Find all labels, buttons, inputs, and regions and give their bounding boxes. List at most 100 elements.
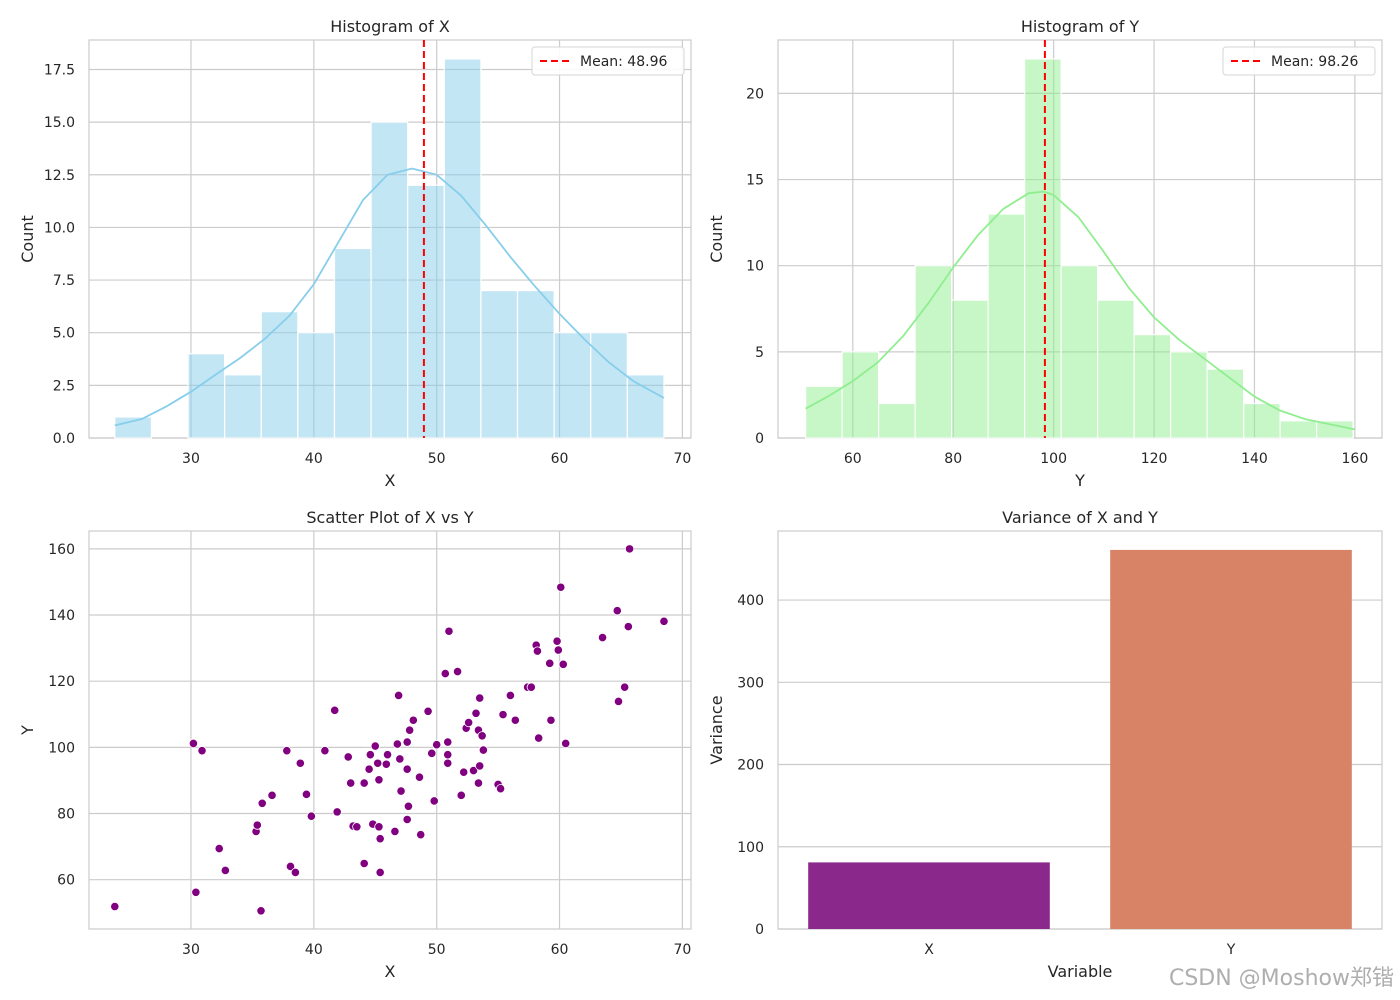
scatter-point [197,746,207,756]
x-tick-label: Y [1226,942,1236,958]
x-axis-label: Y [1074,471,1085,490]
variance-bar [1110,549,1352,929]
histogram-bar [1097,299,1135,439]
scatter-point [473,778,484,788]
y-axis-label: Variance [707,695,726,764]
histogram-x-panel: 30 40 50 60 70 0.0 2.5 5.0 7.5 10.0 12.5 15.0 17.5 H… [18,17,692,490]
histogram-bar [1206,368,1245,439]
x-tick-label: 120 [1141,451,1168,467]
watermark: CSDN @Moshow郑锴 [1168,966,1394,991]
histogram-bar [1060,265,1099,439]
scatter-point [558,659,568,669]
scatter-point [365,750,375,760]
histogram-bar [914,265,953,439]
scatter-point [364,764,374,774]
scatter-point [390,826,400,837]
tick-labels: 0 100 200 300 400 X Y [737,593,1235,958]
scatter-point [452,667,463,677]
y-tick-label: 2.5 [53,378,75,394]
scatter-point [468,765,479,776]
y-tick-label: 10.0 [44,220,75,236]
histogram-bar [987,213,1026,439]
scatter-point [510,715,520,725]
x-tick-label: 70 [673,942,691,958]
scatter-point [526,682,536,692]
scatter-point [440,668,450,679]
y-tick-label: 17.5 [44,62,75,78]
histogram-bar [260,311,299,439]
scatter-point [464,717,474,728]
scatter-point [545,658,555,668]
scatter-point [395,754,405,764]
scatter-point [456,790,466,800]
y-tick-label: 140 [48,608,75,624]
kde-curve [805,190,1356,431]
histogram-bar [951,299,989,439]
scatter-point [443,758,453,768]
histogram-bar [224,374,262,439]
tick-labels: 60 80 100 120 140 160 0 5 10 15 20 [746,86,1368,467]
x-axis-label: X [385,471,396,490]
scatter-point [444,626,454,636]
scatter-point [427,748,437,758]
y-tick-label: 0 [755,431,764,447]
scatter-point [373,758,383,768]
scatter-point [285,861,296,872]
scatter-point [432,740,442,750]
scatter-point [471,708,481,718]
scatter-point [495,784,506,794]
scatter-point [405,725,415,735]
scatter-point [370,741,380,751]
scatter-point [612,606,622,616]
x-tick-label: 100 [1040,451,1067,467]
y-tick-label: 15 [746,173,764,189]
scatter-point [306,811,316,821]
x-axis-label: X [385,962,396,981]
legend: Mean: 48.96 [531,46,685,76]
y-tick-label: 15.0 [44,115,75,131]
scatter-point [475,693,485,703]
x-tick-label: 80 [944,451,962,467]
histogram-bar [443,58,482,439]
variance-bars [808,549,1352,929]
plot-area [88,530,692,930]
y-tick-label: 0.0 [53,431,75,447]
x-tick-label: 70 [673,451,691,467]
chart-title: Variance of X and Y [1002,508,1158,527]
scatter-point [382,750,393,760]
histogram-bar [1243,402,1281,439]
scatter-point [623,622,633,632]
scatter-point [214,844,224,854]
scatter-point [561,738,571,748]
histogram-bar [590,332,628,439]
scatter-point [346,778,356,788]
legend-box [1222,46,1376,76]
histogram-bar [553,332,592,439]
scatter-point [546,715,556,725]
scatter-point [498,710,508,720]
scatter-point [301,789,312,799]
scatter-point [556,582,566,592]
scatter-point [375,834,385,844]
scatter-point [352,822,362,832]
legend-mean-label: Mean: 98.26 [1271,54,1358,70]
scatter-point [459,767,469,777]
y-tick-label: 100 [737,840,764,856]
overlay [805,40,1356,438]
y-tick-label: 80 [57,807,75,823]
scatter-point [416,830,426,840]
scatter-point [110,901,120,912]
scatter-points [110,544,669,916]
chart-title: Scatter Plot of X vs Y [306,508,474,527]
y-tick-label: 200 [737,758,764,774]
y-tick-label: 5 [755,345,764,361]
scatter-point [402,737,412,747]
scatter-point [295,758,305,768]
legend-mean-label: Mean: 48.96 [580,54,667,70]
x-tick-label: 60 [551,451,569,467]
scatter-point [220,865,230,876]
scatter-point [257,798,267,808]
y-tick-label: 160 [48,542,75,558]
x-tick-label: 50 [428,451,446,467]
